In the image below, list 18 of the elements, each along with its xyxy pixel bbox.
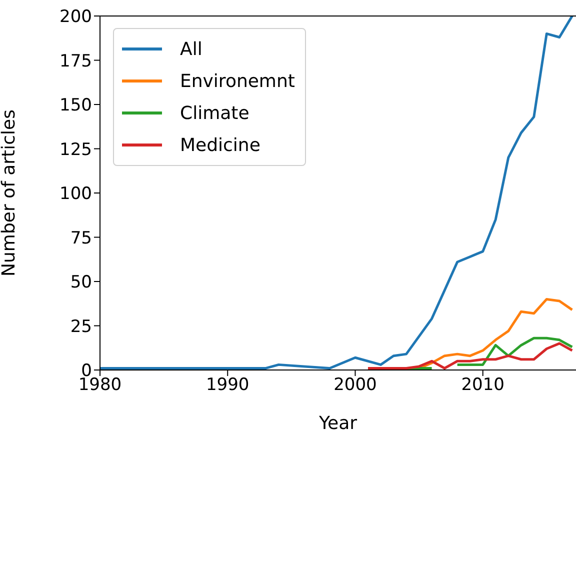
x-tick-label: 1990 — [206, 375, 250, 396]
y-tick-label: 175 — [60, 51, 92, 72]
y-tick-label: 100 — [60, 184, 92, 204]
x-tick-label: 2000 — [334, 375, 377, 396]
y-axis-title: Number of articles — [0, 110, 20, 276]
y-tick-label: 75 — [70, 228, 92, 248]
y-tick-label: 150 — [60, 96, 92, 116]
y-tick-label: 125 — [60, 140, 92, 160]
y-tick-label: 50 — [70, 272, 92, 293]
x-tick-label: 2010 — [461, 375, 504, 396]
y-tick-label: 25 — [70, 316, 92, 337]
legend-label: Medicine — [180, 134, 260, 156]
legend-label: Climate — [180, 102, 250, 124]
line-series — [366, 342, 574, 370]
legend-label: All — [180, 38, 202, 60]
legend-label: Environemnt — [180, 70, 295, 92]
x-axis-title: Year — [318, 413, 358, 434]
y-tick-label: 200 — [60, 7, 92, 28]
